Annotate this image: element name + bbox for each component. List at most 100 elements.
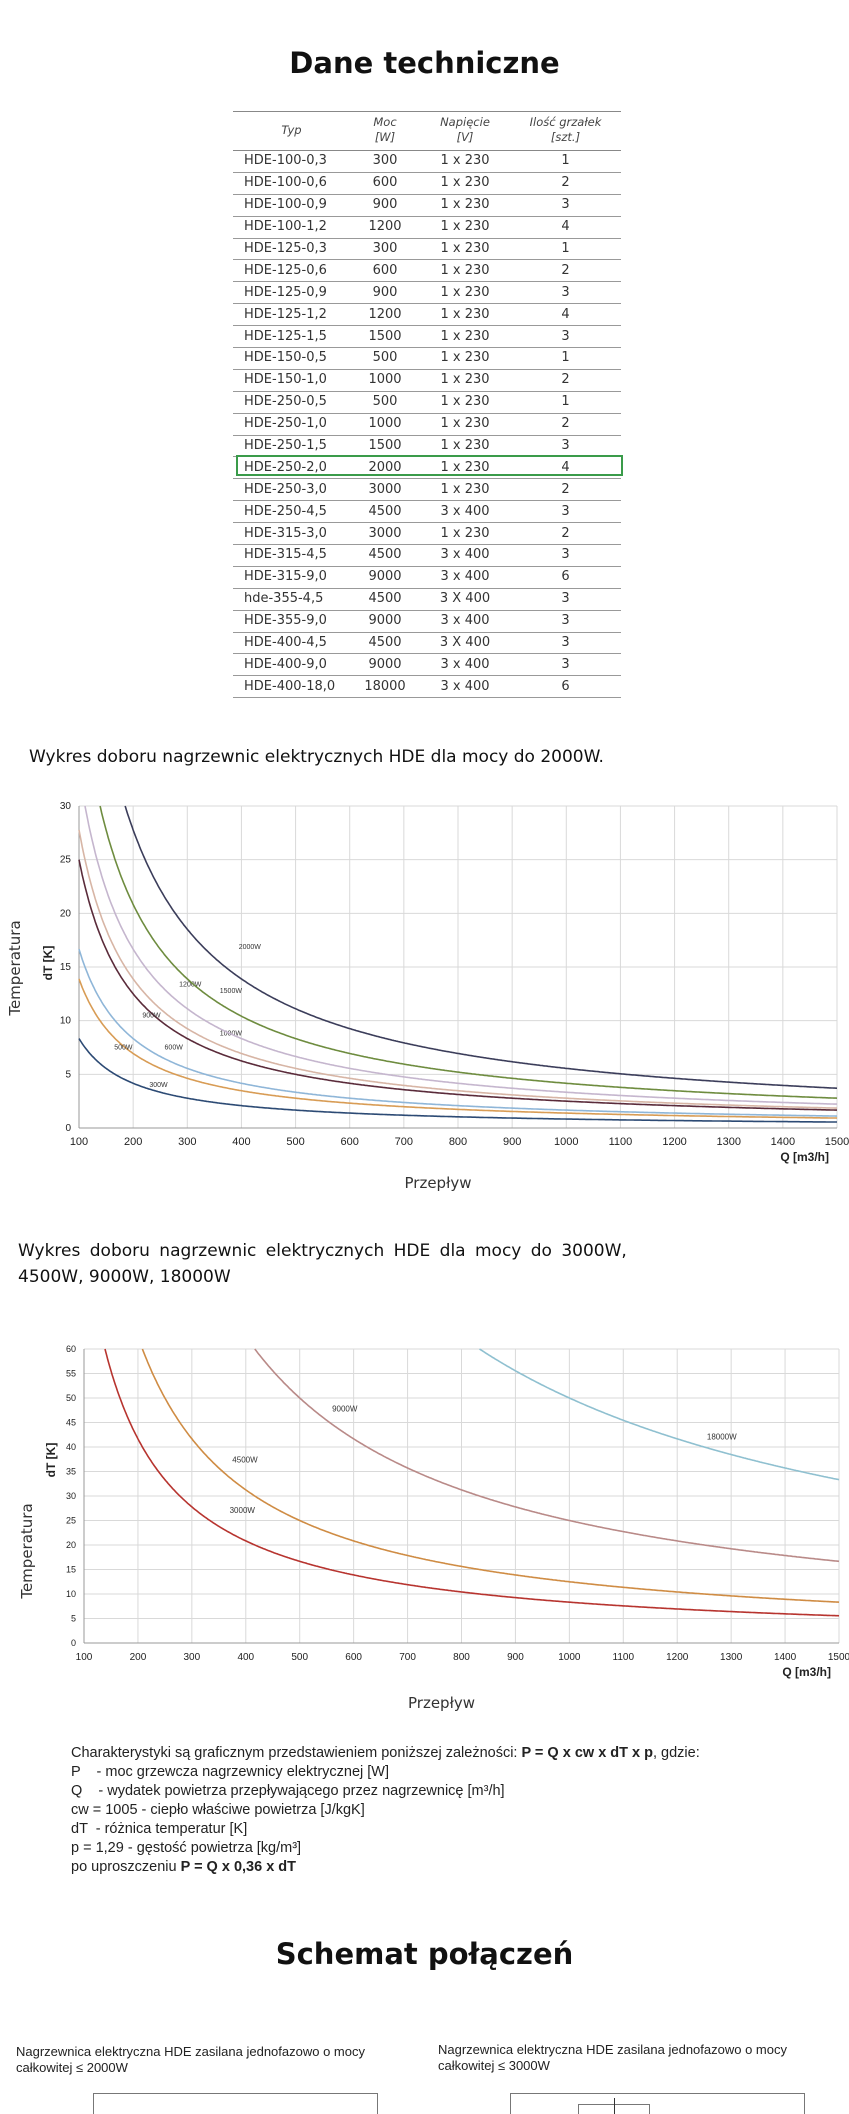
cell-heaters: 2	[510, 478, 621, 502]
cell-heaters: 1	[510, 238, 621, 261]
series-label: 1500W	[220, 988, 243, 995]
cell-heaters: 3	[510, 632, 621, 655]
cell-voltage: 1 x 230	[420, 238, 510, 261]
x-tick-label: 1500	[825, 1136, 849, 1148]
table-header-row: Typ Moc [W] Napięcie [V] Ilość grzałek [szt…	[233, 111, 621, 151]
cell-type: HDE-100-0,3	[233, 150, 350, 173]
cell-type: HDE-400-9,0	[233, 653, 350, 677]
cell-type: HDE-250-1,0	[233, 413, 350, 436]
cell-voltage: 1 x 230	[420, 303, 510, 327]
formula-line-dt: dT - różnica temperatur [K]	[71, 1821, 248, 1837]
series-line-2000w	[124, 805, 837, 1089]
schema-left-diagram-frame	[93, 2093, 378, 2114]
cell-heaters: 3	[510, 325, 621, 349]
cell-power: 500	[350, 347, 420, 370]
table-row: HDE-100-1,2 1200 1 x 230 4	[233, 216, 621, 239]
chart1-caption: Wykres doboru nagrzewnic elektrycznych H…	[29, 747, 604, 767]
cell-type: HDE-125-1,5	[233, 325, 350, 349]
x-tick-label: 1100	[609, 1136, 633, 1148]
schema-right-line1: Nagrzewnica elektryczna HDE zasilana jed…	[438, 2042, 787, 2057]
series-line-500w	[78, 978, 838, 1119]
cell-voltage: 1 x 230	[420, 369, 510, 392]
cell-type: HDE-150-1,0	[233, 369, 350, 392]
table-row: HDE-125-0,6 600 1 x 230 2	[233, 259, 621, 283]
schema-left-caption: Nagrzewnica elektryczna HDE zasilana jed…	[16, 2044, 406, 2076]
series-label: 9000W	[332, 1405, 358, 1414]
y-tick-label: 60	[66, 1344, 76, 1354]
cell-type: HDE-250-0,5	[233, 391, 350, 414]
chart2-caption-line1: Wykres doboru nagrzewnic elektrycznych H…	[18, 1241, 627, 1261]
cell-heaters: 3	[510, 653, 621, 677]
cell-voltage: 1 x 230	[420, 522, 510, 546]
cell-power: 4500	[350, 544, 420, 567]
y-tick-label: 30	[60, 801, 72, 812]
cell-power: 4500	[350, 500, 420, 524]
cell-heaters: 3	[510, 588, 621, 611]
x-tick-label: 400	[232, 1136, 250, 1148]
cell-power: 600	[350, 172, 420, 195]
formula-line-p: P - moc grzewcza nagrzewnicy elektryczne…	[71, 1764, 390, 1780]
cell-heaters: 2	[510, 522, 621, 546]
col-header-voltage: Napięcie [V]	[420, 111, 510, 151]
y-axis-label: dT [K]	[41, 946, 55, 981]
cell-power: 3000	[350, 522, 420, 546]
schema-left-line1: Nagrzewnica elektryczna HDE zasilana jed…	[16, 2044, 365, 2059]
cell-type: HDE-315-4,5	[233, 544, 350, 567]
cell-heaters: 2	[510, 369, 621, 392]
cell-voltage: 3 X 400	[420, 588, 510, 611]
y-tick-label: 20	[60, 908, 72, 919]
cell-type: HDE-125-1,2	[233, 303, 350, 327]
chart2-caption: Wykres doboru nagrzewnic elektrycznych H…	[18, 1238, 627, 1290]
schema-right-diagram-frame	[510, 2093, 805, 2114]
cell-type: HDE-400-18,0	[233, 675, 350, 699]
table-row: HDE-355-9,0 9000 3 x 400 3	[233, 610, 621, 633]
table-row: HDE-150-0,5 500 1 x 230 1	[233, 347, 621, 370]
x-tick-label: 600	[345, 1652, 362, 1663]
series-label: 4500W	[232, 1456, 258, 1465]
y-axis-outer-label: Temperatura	[6, 920, 24, 1016]
table-row: HDE-100-0,6 600 1 x 230 2	[233, 172, 621, 195]
x-tick-label: 900	[503, 1136, 521, 1148]
series-line-1500w	[99, 805, 838, 1099]
cell-heaters: 6	[510, 566, 621, 589]
cell-type: HDE-315-3,0	[233, 522, 350, 546]
x-tick-label: 1500	[828, 1652, 849, 1663]
cell-power: 3000	[350, 478, 420, 502]
table-row: HDE-315-9,0 9000 3 x 400 6	[233, 566, 621, 589]
cell-voltage: 1 x 230	[420, 216, 510, 239]
cell-voltage: 1 x 230	[420, 478, 510, 502]
table-row: HDE-100-0,3 300 1 x 230 1	[233, 150, 621, 173]
cell-voltage: 1 x 230	[420, 325, 510, 349]
x-tick-label: 1200	[662, 1136, 686, 1148]
cell-voltage: 3 x 400	[420, 653, 510, 677]
series-line-900w	[78, 859, 837, 1111]
table-row: HDE-125-1,5 1500 1 x 230 3	[233, 325, 621, 349]
series-line-1000w	[78, 829, 837, 1109]
schema-heading: Schemat połączeń	[275, 1937, 574, 1971]
schema-left-line2: całkowitej ≤ 2000W	[16, 2060, 128, 2075]
cell-power: 1500	[350, 435, 420, 458]
series-label: 600W	[165, 1045, 184, 1052]
series-label: 900W	[142, 1012, 161, 1019]
cell-heaters: 2	[510, 259, 621, 283]
x-tick-label: 100	[70, 1136, 88, 1148]
table-row: HDE-125-1,2 1200 1 x 230 4	[233, 303, 621, 327]
cell-voltage: 1 x 230	[420, 194, 510, 217]
table-row: HDE-250-4,5 4500 3 x 400 3	[233, 500, 621, 524]
x-tick-label: 800	[453, 1652, 470, 1663]
x-tick-label: 1400	[771, 1136, 795, 1148]
table-row: HDE-100-0,9 900 1 x 230 3	[233, 194, 621, 217]
y-tick-label: 25	[66, 1516, 76, 1526]
cell-power: 1000	[350, 369, 420, 392]
cell-type: HDE-100-0,6	[233, 172, 350, 195]
cell-power: 600	[350, 259, 420, 283]
series-label: 500W	[114, 1045, 133, 1052]
cell-voltage: 3 X 400	[420, 632, 510, 655]
series-line-4500w	[141, 1348, 840, 1603]
cell-heaters: 4	[510, 216, 621, 239]
table-row: HDE-250-0,5 500 1 x 230 1	[233, 391, 621, 414]
formula-block: Charakterystyki są graficznym przedstawi…	[71, 1744, 700, 1877]
table-row: hde-355-4,5 4500 3 X 400 3	[233, 588, 621, 611]
series-label: 2000W	[239, 944, 262, 951]
series-label: 18000W	[707, 1433, 737, 1442]
